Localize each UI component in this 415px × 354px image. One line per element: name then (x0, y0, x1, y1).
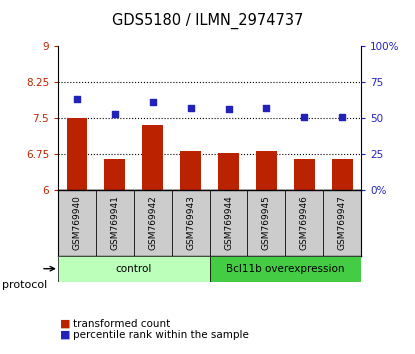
Text: ■: ■ (60, 319, 71, 329)
Point (149, 99, 156, 105)
Text: GSM769945: GSM769945 (262, 195, 271, 250)
Text: GSM769940: GSM769940 (73, 195, 81, 250)
Bar (96, 190, 134, 256)
Bar (256, 151, 277, 190)
Text: protocol: protocol (2, 280, 47, 290)
Text: GSM769941: GSM769941 (110, 195, 120, 250)
Bar (294, 159, 315, 190)
Bar (58, 256, 210, 282)
Bar (67, 118, 88, 190)
Bar (210, 190, 247, 256)
Bar (105, 159, 125, 190)
Bar (323, 190, 361, 256)
Text: GSM769942: GSM769942 (148, 195, 157, 250)
Bar (247, 190, 285, 256)
Bar (332, 159, 352, 190)
Text: control: control (116, 264, 152, 274)
Text: GDS5180 / ILMN_2974737: GDS5180 / ILMN_2974737 (112, 13, 303, 29)
Point (263, 105, 270, 111)
Text: Bcl11b overexpression: Bcl11b overexpression (226, 264, 344, 274)
Bar (218, 153, 239, 190)
Point (339, 114, 345, 119)
Text: percentile rank within the sample: percentile rank within the sample (73, 330, 249, 339)
Bar (172, 190, 210, 256)
Text: GSM769946: GSM769946 (300, 195, 309, 250)
Point (301, 114, 308, 119)
Bar (180, 151, 201, 190)
Text: GSM769943: GSM769943 (186, 195, 195, 250)
Point (187, 105, 194, 111)
Point (225, 107, 232, 112)
Text: transformed count: transformed count (73, 319, 170, 329)
Point (112, 111, 118, 116)
Bar (58, 190, 96, 256)
Text: GSM769944: GSM769944 (224, 195, 233, 250)
Bar (286, 190, 323, 256)
Point (74, 97, 81, 102)
Bar (142, 125, 163, 190)
Text: ■: ■ (60, 330, 71, 339)
Bar (134, 190, 172, 256)
Bar (210, 256, 361, 282)
Text: GSM769947: GSM769947 (338, 195, 347, 250)
